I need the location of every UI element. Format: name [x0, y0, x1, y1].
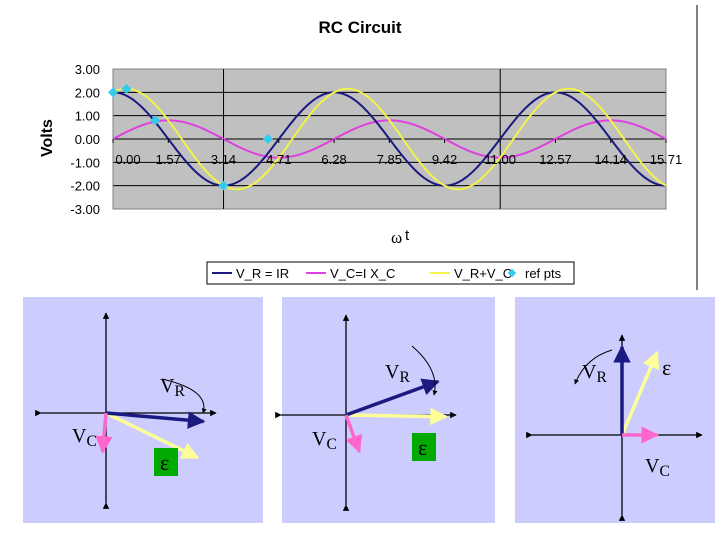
vc-label: VC — [312, 428, 337, 453]
x-tick-label: 7.85 — [377, 152, 402, 167]
x-tick-label: 0.00 — [115, 152, 140, 167]
ref-point — [262, 134, 273, 144]
vr-label: VR — [582, 361, 607, 386]
phasor-panel-background — [282, 297, 495, 523]
legend-label: V_R = IR — [236, 266, 289, 281]
phasor-panel-background — [23, 297, 263, 523]
vr-phasor-arrow — [105, 411, 206, 429]
y-tick-label: 1.00 — [75, 109, 100, 124]
legend-label: V_C=I X_C — [330, 266, 395, 281]
vr-label: VR — [160, 375, 185, 400]
rotation-arrow — [411, 345, 438, 396]
phasor-panel-3: VR VC ε — [515, 297, 715, 523]
emf-phasor-arrow — [620, 350, 660, 436]
ref-point — [121, 83, 132, 94]
x-tick-label: 3.14 — [211, 152, 236, 167]
legend-swatch — [507, 268, 517, 278]
emf-label: ε — [662, 355, 671, 380]
plot-area — [108, 68, 667, 210]
emf-label: ε — [160, 450, 169, 475]
phasor-panel-background — [515, 297, 715, 523]
legend: V_R = IR V_C=I X_C V_R+V_C ref pts — [206, 261, 575, 285]
ref-point — [150, 115, 161, 126]
y-tick-label: 2.00 — [75, 85, 100, 100]
y-tick-label: 0.00 — [75, 132, 100, 147]
x-tick-labels: 0.00 1.57 3.14 4.71 6.28 7.85 9.42 11.00 12.57 14… — [112, 139, 683, 167]
y-tick-labels: 3.00 2.00 1.00 0.00 -1.00 -2.00 -3.00 — [70, 62, 100, 217]
phasor-panel-1: VR VC ε — [23, 297, 263, 523]
chart-title: RC Circuit — [318, 18, 401, 37]
emf-label: ε — [418, 435, 427, 460]
vc-phasor-arrow — [344, 414, 363, 454]
rotation-arrow — [161, 378, 207, 414]
series-line-3 — [112, 87, 667, 191]
y-tick-label: -1.00 — [70, 155, 100, 170]
emf-label-background — [154, 448, 178, 476]
x-tick-label: 15.71 — [650, 152, 683, 167]
vc-label: VC — [645, 455, 670, 480]
legend-box — [206, 261, 575, 285]
phasor-panels: VR VC ε VR VC ε VR VC ε — [23, 297, 715, 523]
emf-phasor-arrow — [345, 407, 448, 426]
y-axis-label: Volts — [39, 119, 56, 157]
x-tick-label: 9.42 — [432, 152, 457, 167]
emf-label-background — [412, 433, 436, 461]
x-tick-label: 14.14 — [594, 152, 627, 167]
y-tick-label: -2.00 — [70, 179, 100, 194]
vr-label: VR — [385, 361, 410, 386]
x-axis-label-omega: ω — [391, 228, 402, 247]
x-tick-label: 6.28 — [321, 152, 346, 167]
vr-phasor-arrow — [345, 378, 440, 417]
y-tick-label: -3.00 — [70, 202, 100, 217]
ref-point — [108, 87, 118, 98]
rotation-arrow — [574, 349, 613, 385]
ref-point — [218, 180, 229, 191]
x-tick-label: 12.57 — [539, 152, 572, 167]
y-tick-label: 3.00 — [75, 62, 100, 77]
x-tick-label: 4.71 — [266, 152, 291, 167]
legend-items: V_R = IR V_C=I X_C V_R+V_C ref pts — [212, 266, 562, 281]
emf-phasor-arrow — [105, 411, 200, 460]
phasor-panel-2: VR VC ε — [275, 297, 495, 523]
x-axis-label-t: t — [405, 227, 410, 244]
vc-phasor-arrow — [95, 412, 113, 454]
x-tick-label: 11.00 — [484, 152, 516, 167]
vc-label: VC — [72, 425, 97, 450]
legend-label: V_R+V_C — [454, 266, 512, 281]
x-tick-label: 1.57 — [156, 152, 181, 167]
ref-points-layer — [108, 83, 273, 191]
legend-label: ref pts — [525, 266, 562, 281]
